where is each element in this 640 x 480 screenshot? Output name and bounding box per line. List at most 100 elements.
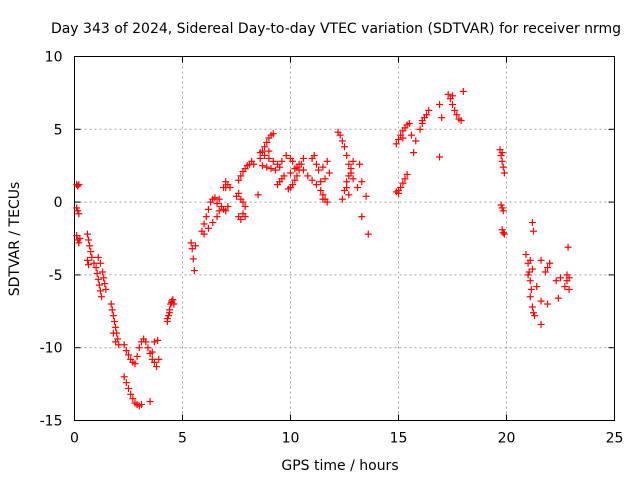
data-point [209, 218, 217, 226]
x-tick-label: 20 [498, 431, 516, 447]
data-point [299, 166, 307, 174]
data-point [418, 117, 426, 125]
data-point [528, 303, 536, 311]
data-point [289, 181, 297, 189]
data-point [86, 242, 94, 250]
data-point [200, 230, 208, 238]
data-point [280, 172, 288, 180]
data-point [312, 160, 320, 168]
x-tick-label: 0 [70, 431, 79, 447]
data-point [263, 163, 271, 171]
data-point [338, 195, 346, 203]
x-tick-label: 15 [390, 431, 408, 447]
data-point [154, 336, 162, 344]
data-point [148, 348, 156, 356]
data-point [528, 265, 536, 273]
data-point [137, 400, 145, 408]
data-point [537, 320, 545, 328]
data-point [125, 384, 132, 392]
data-point [289, 157, 297, 165]
data-point [94, 275, 102, 283]
data-point [94, 253, 102, 261]
data-point [345, 191, 353, 199]
data-point [323, 157, 331, 165]
data-point [83, 256, 91, 264]
data-point [276, 163, 284, 171]
data-point [319, 163, 327, 171]
y-tick-label: -15 [40, 414, 63, 430]
data-point [222, 184, 230, 192]
data-point [122, 347, 130, 355]
data-point [528, 218, 536, 226]
y-tick-label: -10 [40, 341, 63, 357]
data-point [533, 283, 541, 291]
data-point [168, 299, 176, 307]
data-point [261, 143, 269, 151]
data-point [565, 274, 573, 282]
data-points [73, 87, 573, 410]
data-point [395, 189, 402, 197]
data-point [531, 312, 539, 320]
data-point [405, 119, 413, 127]
data-point [237, 172, 245, 180]
data-point [395, 135, 402, 143]
data-point [500, 169, 508, 177]
data-point [552, 277, 560, 285]
data-point [200, 220, 208, 228]
data-point [215, 195, 223, 203]
data-point [345, 160, 353, 168]
data-point [112, 338, 120, 346]
data-point [144, 344, 152, 352]
data-point [451, 106, 459, 114]
data-point [343, 152, 351, 160]
data-point [526, 277, 534, 285]
data-point [87, 248, 95, 256]
data-point [407, 131, 415, 139]
y-tick-label: 10 [45, 50, 63, 66]
data-point [412, 137, 420, 145]
data-point [101, 280, 109, 288]
data-point [222, 207, 230, 215]
data-point [129, 395, 137, 403]
data-point [325, 169, 333, 177]
data-point [108, 306, 116, 314]
data-point [109, 312, 117, 320]
data-point [499, 207, 507, 215]
data-point [561, 283, 569, 291]
data-point [457, 117, 465, 125]
data-point [204, 224, 212, 232]
data-point [416, 125, 424, 133]
data-point [85, 261, 93, 269]
data-point [323, 198, 331, 206]
data-point [74, 182, 82, 190]
data-point [397, 184, 405, 192]
data-point [120, 373, 128, 381]
data-point [524, 271, 532, 279]
y-tick-label: 5 [54, 122, 63, 138]
data-point [500, 230, 508, 238]
data-point [312, 181, 320, 189]
data-point [202, 213, 210, 221]
data-point [459, 87, 467, 95]
data-point [537, 256, 545, 264]
data-point [341, 186, 348, 194]
data-point [541, 268, 549, 276]
data-point [110, 317, 118, 325]
data-point [358, 213, 366, 221]
data-point [269, 157, 277, 165]
data-point [358, 178, 366, 186]
data-point [99, 268, 107, 276]
data-point [142, 338, 150, 346]
data-point [239, 198, 247, 206]
data-point [319, 195, 327, 203]
data-point [271, 166, 279, 174]
data-point [102, 285, 110, 293]
data-point [317, 178, 325, 186]
data-point [356, 160, 364, 168]
data-point [75, 210, 83, 218]
data-point [215, 207, 223, 215]
data-point [269, 130, 277, 138]
data-point [166, 309, 174, 317]
data-point [135, 344, 143, 352]
data-point [267, 165, 275, 173]
